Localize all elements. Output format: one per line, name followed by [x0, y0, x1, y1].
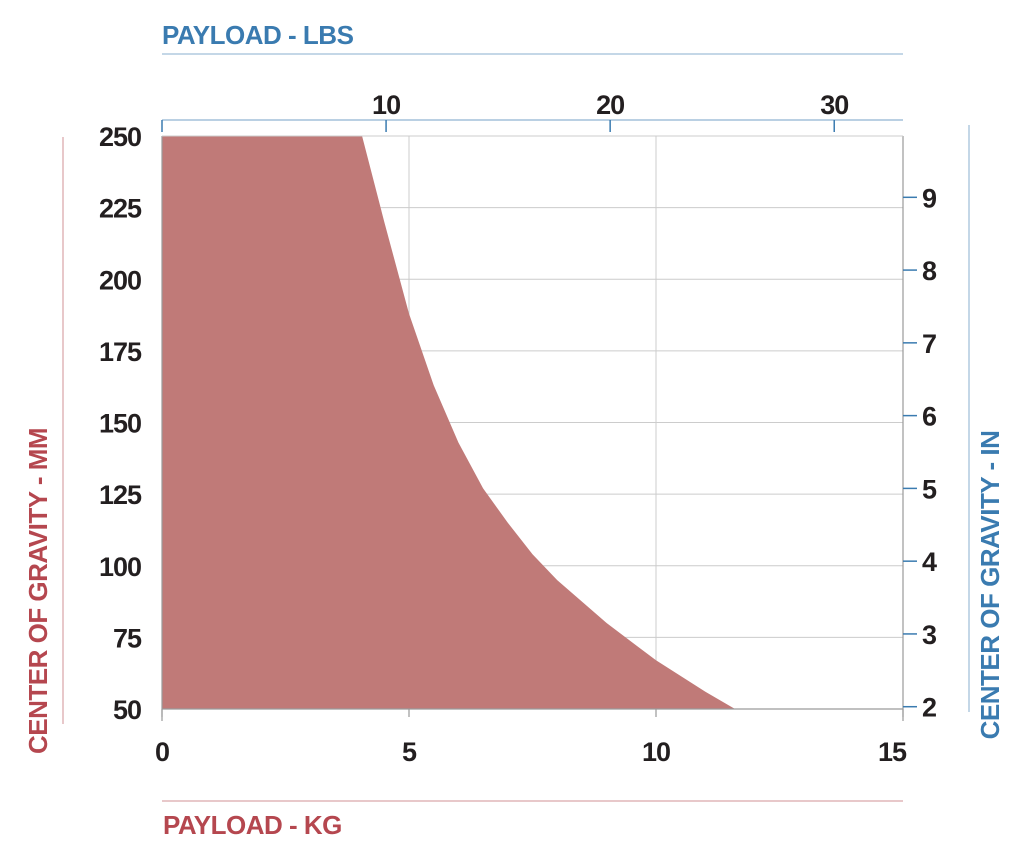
y-right-tick-label: 2 [922, 693, 936, 723]
payload-envelope-area [162, 136, 736, 709]
x-bottom-axis-title: PAYLOAD - KG [163, 810, 342, 840]
y-right-tick-label: 9 [922, 183, 937, 213]
y-left-tick-label: 175 [99, 337, 142, 367]
y-left-tick-label: 225 [99, 194, 142, 224]
y-left-tick-label: 125 [99, 480, 142, 510]
y-left-tick-label: 75 [113, 623, 142, 653]
y-left-tick-label: 250 [99, 122, 141, 152]
x-bottom-tick-label: 0 [155, 737, 169, 767]
y-left-axis-title: CENTER OF GRAVITY - MM [23, 428, 53, 754]
x-bottom-tick-label: 5 [402, 737, 417, 767]
y-right-tick-label: 4 [922, 547, 937, 577]
y-left-tick-label: 200 [99, 265, 141, 295]
y-right-tick-label: 8 [922, 256, 937, 286]
x-top-axis-title: PAYLOAD - LBS [162, 20, 354, 50]
y-left-tick-label: 50 [113, 695, 141, 725]
y-left-tick-label: 100 [99, 552, 141, 582]
x-top-tick-label: 20 [596, 90, 624, 120]
y-right-axis-title: CENTER OF GRAVITY - IN [975, 431, 1005, 740]
y-right-tick-label: 7 [922, 329, 936, 359]
y-right-tick-label: 3 [922, 620, 937, 650]
y-left-tick-label: 150 [99, 409, 141, 439]
axis-lines [62, 53, 970, 802]
y-right-tick-label: 5 [922, 474, 937, 504]
x-bottom-tick-label: 10 [642, 737, 670, 767]
x-top-tick-label: 10 [372, 90, 400, 120]
x-bottom-tick-label: 15 [878, 737, 907, 767]
x-top-tick-label: 30 [820, 90, 848, 120]
y-right-tick-label: 6 [922, 402, 937, 432]
